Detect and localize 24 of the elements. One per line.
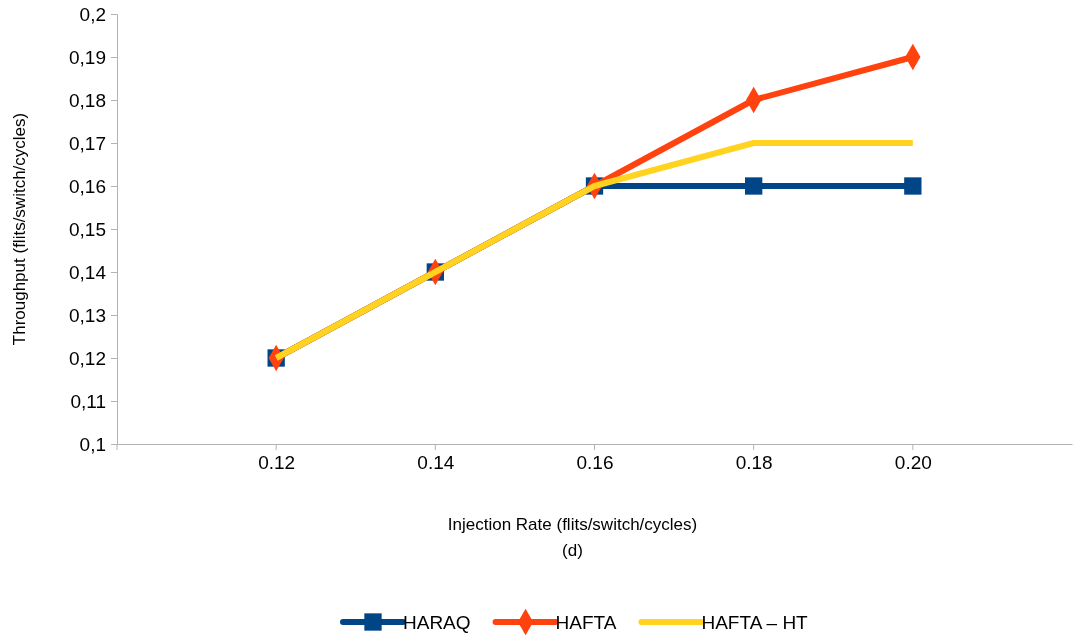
point [904, 177, 922, 195]
legend-label: HARAQ [403, 612, 471, 633]
text: (d) [562, 541, 583, 560]
y-tick-label: 0,11 [70, 390, 106, 412]
y-tick-label: 0,1 [79, 433, 106, 455]
legend-label: HAFTA – HT [701, 612, 809, 633]
y-tick-label: 0,13 [69, 304, 106, 326]
x-axis-title: Injection Rate (flits/switch/cycles) [447, 515, 698, 534]
x-tick-label: 0.12 [258, 452, 296, 473]
legend-label: HAFTA [555, 612, 617, 633]
y-tick-label: 0,19 [69, 46, 106, 68]
x-tick-label: 0.20 [894, 452, 932, 473]
y-tick-label: 0,17 [69, 132, 106, 154]
y-tick-label: 0,2 [79, 3, 106, 25]
x-tick-label: 0.14 [417, 452, 455, 473]
x-tick-label: 0.16 [576, 452, 614, 473]
x-tick-label: 0.18 [735, 452, 773, 473]
y-tick-label: 0,15 [69, 218, 106, 240]
y-tick-label: 0,16 [69, 175, 106, 197]
y-axis-title: Throughput (flits/switch/cycles) [10, 112, 29, 346]
point [745, 177, 763, 195]
y-tick-label: 0,12 [69, 347, 106, 369]
y-tick-label: 0,18 [69, 89, 106, 111]
y-tick-label: 0,14 [69, 261, 107, 283]
